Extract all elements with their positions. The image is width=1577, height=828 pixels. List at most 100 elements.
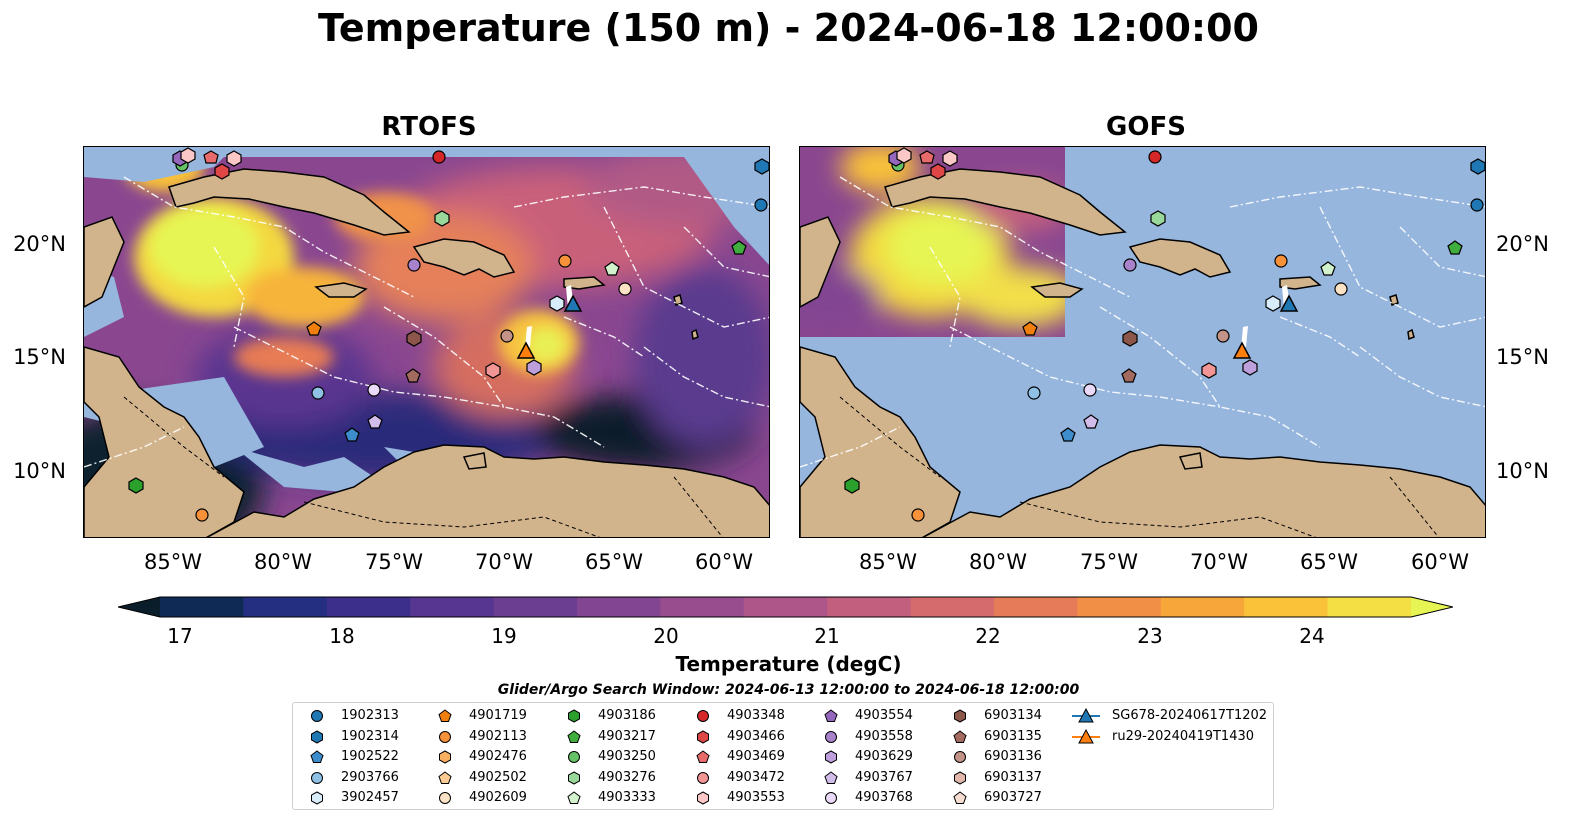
pentagon-marker-icon — [438, 709, 452, 722]
legend-item-label: SG678-20240617T1202 — [1112, 708, 1268, 723]
legend-item-label: 4902113 — [469, 728, 527, 744]
circle-marker-icon — [439, 730, 451, 743]
colorbar-segment — [243, 597, 328, 617]
legend-item-label: 4903276 — [598, 769, 656, 785]
colorbar-tick-22: 22 — [975, 624, 1001, 648]
legend-item-label: 4902502 — [469, 769, 527, 785]
pentagon-marker-icon — [953, 791, 967, 804]
legend-item-label: 4903554 — [855, 708, 913, 723]
legend-item-label: 6903134 — [984, 708, 1042, 723]
triangle-line-marker-icon — [1072, 728, 1100, 743]
pentagon-marker-icon — [696, 750, 710, 763]
lon-label-80w-right: 80°W — [969, 550, 1027, 574]
colorbar-segment — [1244, 597, 1329, 617]
hexagon-marker-icon — [311, 729, 323, 744]
colorbar-segment — [910, 597, 995, 617]
lat-label-20n-right: 20°N — [1496, 232, 1549, 256]
hexagon-marker-icon — [697, 729, 709, 744]
circle-marker-icon — [311, 771, 323, 784]
lat-label-10n-left: 10°N — [13, 459, 66, 483]
colorbar-segment — [577, 597, 661, 617]
lon-label-80w-left: 80°W — [254, 550, 312, 574]
legend-item-label: 4903553 — [727, 790, 785, 805]
circle-marker-icon — [697, 710, 709, 722]
lat-label-15n-left: 15°N — [13, 345, 66, 369]
search-window-text: Glider/Argo Search Window: 2024-06-13 12… — [497, 682, 1080, 698]
colorbar-tick-23: 23 — [1137, 624, 1163, 648]
legend-item-label: 4903333 — [598, 790, 656, 805]
legend-item-label: 6903727 — [984, 790, 1042, 805]
hexagon-marker-icon — [311, 791, 323, 805]
colorbar-segment — [493, 597, 578, 617]
colorbar-segment — [827, 597, 912, 617]
hexagon-marker-icon — [568, 770, 580, 785]
lon-label-65w-left: 65°W — [585, 550, 643, 574]
legend-item-label: 4903348 — [727, 708, 785, 723]
hexagon-marker-icon — [439, 750, 451, 764]
legend-item-label: 4903767 — [855, 769, 913, 785]
colorbar-extend-high — [1411, 597, 1453, 617]
colorbar-tick-19: 19 — [491, 624, 517, 648]
hexagon-marker-icon — [568, 709, 580, 723]
legend-item-label: 1902314 — [341, 728, 399, 744]
colorbar-extend-low — [118, 597, 160, 617]
lon-label-75w-right: 75°W — [1080, 550, 1138, 574]
lon-label-70w-left: 70°W — [475, 550, 533, 574]
circle-marker-icon — [568, 751, 580, 763]
colorbar-segment — [1327, 597, 1412, 617]
legend-item-label: 4901719 — [469, 708, 527, 723]
pentagon-marker-icon — [567, 729, 581, 743]
colorbar-tick-18: 18 — [329, 624, 355, 648]
legend: 1902313 1902314 1902522 2903766 3902457 49017… — [292, 702, 1274, 810]
pentagon-marker-icon — [953, 729, 967, 743]
colorbar-tick-17: 17 — [167, 624, 193, 648]
hexagon-marker-icon — [697, 791, 709, 805]
lon-label-85w-right: 85°W — [859, 550, 917, 574]
pentagon-marker-icon — [438, 770, 452, 784]
hexagon-marker-icon — [825, 750, 837, 764]
colorbar-segment — [994, 597, 1078, 617]
lat-label-15n-right: 15°N — [1496, 345, 1549, 369]
circle-marker-icon — [954, 751, 966, 763]
rtofs-map[interactable] — [83, 146, 770, 538]
lon-label-85w-left: 85°W — [144, 550, 202, 574]
colorbar-label: Temperature (degC) — [675, 652, 902, 676]
gofs-panel-title: GOFS — [1106, 112, 1186, 142]
lon-label-60w-left: 60°W — [695, 550, 753, 574]
colorbar-segment — [160, 597, 244, 617]
legend-item-label: 1902522 — [341, 749, 399, 764]
circle-marker-icon — [825, 730, 837, 743]
colorbar-segment — [1077, 597, 1162, 617]
legend-item-label: 4903558 — [855, 728, 913, 744]
legend-item-label: 4903768 — [855, 790, 913, 805]
legend-item-label: 3902457 — [341, 790, 399, 805]
legend-item-label: 4903472 — [727, 769, 785, 785]
lon-label-65w-right: 65°W — [1300, 550, 1358, 574]
lon-label-60w-right: 60°W — [1411, 550, 1469, 574]
lon-label-70w-right: 70°W — [1190, 550, 1248, 574]
circle-marker-icon — [311, 710, 323, 722]
rtofs-panel-title: RTOFS — [381, 112, 477, 142]
triangle-line-marker-icon — [1072, 708, 1100, 723]
colorbar-tick-20: 20 — [653, 624, 679, 648]
pentagon-marker-icon — [567, 791, 581, 804]
lat-label-20n-left: 20°N — [13, 232, 66, 256]
legend-item-label: ru29-20240419T1430 — [1112, 728, 1255, 744]
lat-label-10n-right: 10°N — [1496, 459, 1549, 483]
colorbar-segment — [326, 597, 411, 617]
pentagon-marker-icon — [824, 770, 838, 784]
colorbar-segment — [660, 597, 745, 617]
hexagon-marker-icon — [954, 709, 966, 723]
legend-item-label: 4903469 — [727, 749, 785, 764]
legend-item-label: 4903466 — [727, 728, 785, 744]
pentagon-marker-icon — [824, 709, 838, 722]
legend-item-label: 2903766 — [341, 769, 399, 785]
colorbar-segment — [410, 597, 495, 617]
legend-item-label: 4903629 — [855, 749, 913, 764]
colorbar-tick-24: 24 — [1299, 624, 1325, 648]
colorbar-tick-21: 21 — [814, 624, 840, 648]
hexagon-marker-icon — [954, 770, 966, 785]
gofs-map[interactable] — [799, 146, 1486, 538]
legend-item-label: 4903217 — [598, 728, 656, 744]
circle-marker-icon — [439, 792, 451, 804]
